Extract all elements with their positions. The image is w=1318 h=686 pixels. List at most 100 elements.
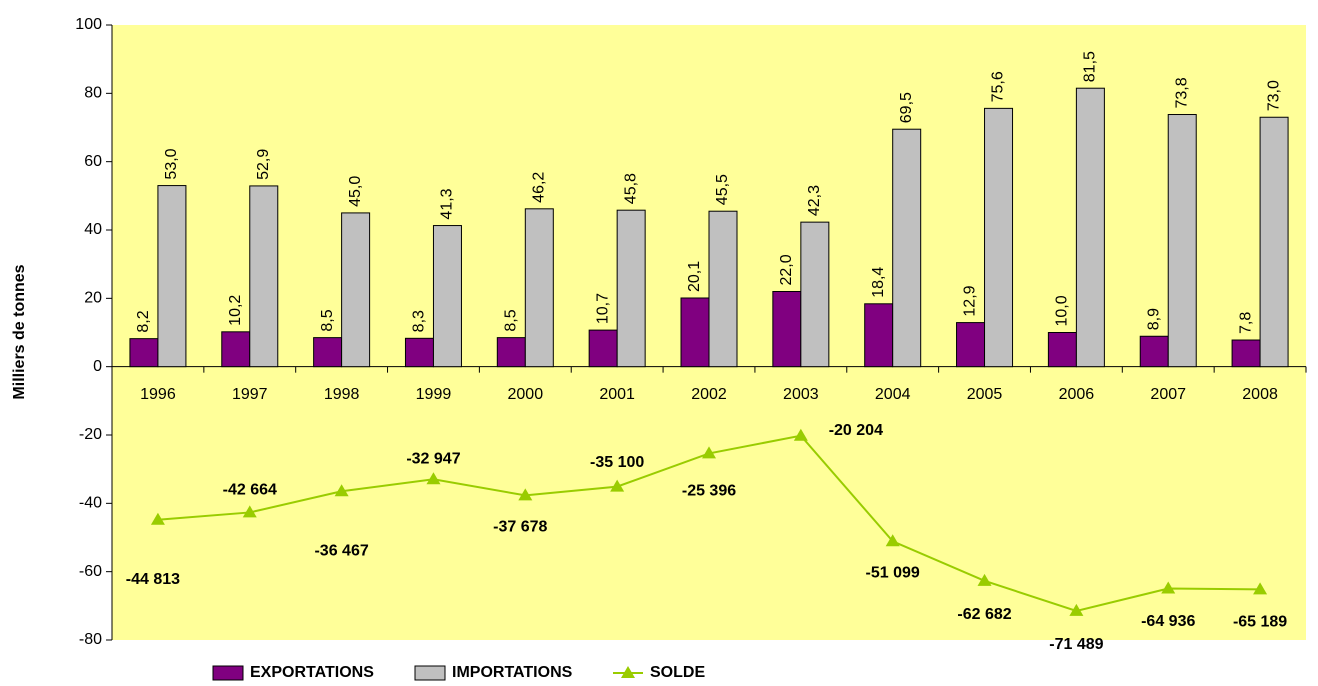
x-tick-label: 2003 [783,386,819,403]
bar-label: 10,2 [227,295,244,326]
line-label: -71 489 [1049,636,1103,653]
bar-label: 42,3 [806,185,823,216]
y-tick-label: -60 [79,563,102,580]
bar-label: 22,0 [778,254,795,285]
bar [800,221,830,368]
x-tick-label: 2002 [691,386,727,403]
marker [1069,603,1084,616]
legend-swatch [414,665,446,681]
bar-label: 8,3 [411,310,428,332]
y-tick-label: -80 [79,631,102,648]
line-label: -25 396 [682,483,736,500]
y-tick-label: 100 [75,16,102,33]
bar-label: 45,8 [622,173,639,204]
bar [129,338,159,368]
bar-label: 73,8 [1173,77,1190,108]
bar [341,212,371,368]
marker [242,505,257,518]
bar-label: 81,5 [1082,51,1099,82]
x-tick-label: 2006 [1059,386,1095,403]
bar [772,291,802,368]
bar [404,337,434,368]
y-tick-label: 80 [84,85,102,102]
line-label: -20 204 [829,422,883,439]
y-tick-label: 0 [93,358,102,375]
marker [610,479,625,492]
x-tick-label: 1996 [140,386,176,403]
x-tick-label: 2000 [508,386,544,403]
y-tick-label: -20 [79,426,102,443]
bar [432,225,462,368]
bar [680,297,710,368]
bar [708,210,738,368]
x-tick-label: 2004 [875,386,911,403]
bar [956,322,986,368]
line-label: -64 936 [1141,613,1195,630]
bar-label: 45,0 [347,176,364,207]
bar-label: 52,9 [255,149,272,180]
legend-marker [621,666,635,678]
marker [977,573,992,586]
line-label: -65 189 [1233,614,1287,631]
bar-label: 7,8 [1237,312,1254,334]
bar [892,128,922,368]
bar-label: 41,3 [439,188,456,219]
bar-label: 12,9 [962,285,979,316]
x-tick-label: 2001 [599,386,635,403]
marker [702,446,716,459]
bar-label: 10,7 [594,293,611,324]
bar-label: 8,5 [319,309,336,331]
marker [518,488,533,501]
legend-label: IMPORTATIONS [452,664,573,681]
y-tick-label: 20 [84,290,102,307]
y-tick-label: 60 [84,153,102,170]
bar [1167,114,1197,368]
line-label: -44 813 [126,571,180,588]
bar [864,303,894,368]
bar-label: 53,0 [163,148,180,179]
bar [1259,116,1289,368]
x-tick-label: 2008 [1242,386,1278,403]
bar-label: 8,9 [1145,308,1162,330]
marker [334,484,349,497]
bar-label: 18,4 [870,267,887,298]
bar-label: 46,2 [531,172,548,203]
bar [984,107,1014,368]
legend-label: SOLDE [650,664,705,681]
line-label: -62 682 [957,606,1011,623]
y-tick-label: -40 [79,495,102,512]
line-label: -35 100 [590,454,644,471]
bar [1231,339,1261,368]
bar-label: 75,6 [990,71,1007,102]
bar-label: 69,5 [898,92,915,123]
bar [1047,332,1077,368]
marker [793,428,808,441]
marker [1253,582,1268,595]
bar-label: 45,5 [714,174,731,205]
bar-label: 8,5 [503,309,520,331]
x-tick-label: 1998 [324,386,360,403]
bar [221,331,251,368]
bar [1075,87,1105,368]
bar-label: 8,2 [135,310,152,332]
line-label: -42 664 [223,482,277,499]
bar [1139,335,1169,368]
marker [150,512,165,525]
bar [616,209,646,368]
x-tick-label: 1997 [232,386,268,403]
marker [885,534,900,547]
legend-swatch [212,665,244,681]
bar-label: 73,0 [1265,80,1282,111]
y-axis-label: Milliers de tonnes [11,264,28,399]
bar-label: 20,1 [686,261,703,292]
bar-label: 10,0 [1054,295,1071,326]
bar [588,329,618,368]
bar [157,185,187,368]
y-tick-label: 40 [84,221,102,238]
bar [524,208,554,368]
line-label: -51 099 [866,564,920,581]
legend-label: EXPORTATIONS [250,664,374,681]
x-tick-label: 2005 [967,386,1003,403]
marker [426,472,441,485]
